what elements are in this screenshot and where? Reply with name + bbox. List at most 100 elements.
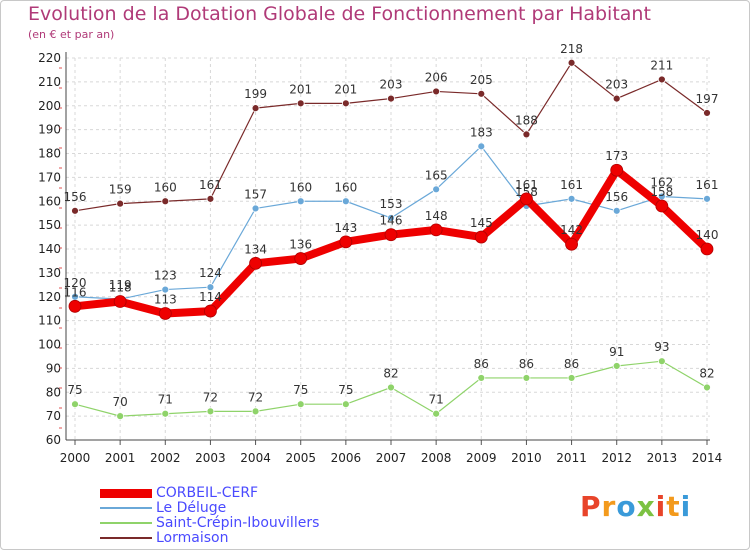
data-point <box>251 407 260 416</box>
legend-swatch <box>100 507 152 509</box>
logo-letter: i <box>655 490 667 523</box>
data-label: 205 <box>470 73 493 87</box>
data-point <box>206 194 215 203</box>
data-label: 159 <box>109 183 132 197</box>
data-point <box>565 237 578 251</box>
y-tick-label: 120 <box>38 290 61 304</box>
data-label: 120 <box>64 276 87 290</box>
data-label: 206 <box>425 70 448 84</box>
data-point <box>612 206 621 215</box>
data-label: 134 <box>244 242 267 256</box>
x-tick-label: 2014 <box>692 451 723 465</box>
y-tick-label: 140 <box>38 242 61 256</box>
y-tick-label: 220 <box>38 51 61 65</box>
y-tick-label: 130 <box>38 266 61 280</box>
logo-letter: i <box>680 490 692 523</box>
data-point <box>432 409 441 418</box>
data-label: 160 <box>154 180 177 194</box>
y-tick-label: 190 <box>38 123 61 137</box>
data-point <box>522 374 531 382</box>
data-point <box>387 214 395 222</box>
data-point <box>610 163 624 177</box>
data-point <box>116 199 125 208</box>
data-label: 93 <box>654 340 669 354</box>
y-tick-label: 80 <box>46 385 61 399</box>
y-tick-label: 160 <box>38 194 61 208</box>
data-point <box>206 283 215 292</box>
data-label: 201 <box>289 82 312 96</box>
data-label: 113 <box>154 292 177 306</box>
data-label: 161 <box>696 178 719 192</box>
data-point <box>204 304 217 318</box>
data-label: 71 <box>429 393 444 407</box>
data-point <box>567 194 576 203</box>
data-label: 86 <box>474 357 489 371</box>
data-label: 199 <box>244 87 267 101</box>
data-point <box>655 199 669 213</box>
data-point <box>251 104 260 113</box>
x-tick-label: 2001 <box>105 451 136 465</box>
data-label: 75 <box>67 383 82 397</box>
data-point <box>612 362 621 370</box>
data-point <box>339 235 353 249</box>
data-label: 123 <box>154 269 177 283</box>
data-label: 156 <box>605 190 628 204</box>
data-label: 136 <box>289 238 312 252</box>
data-point <box>520 192 533 206</box>
y-tick-label: 90 <box>46 361 61 375</box>
logo-letter: r <box>601 490 617 523</box>
data-label: 162 <box>650 175 673 189</box>
data-label: 153 <box>380 197 403 211</box>
data-point <box>474 230 488 244</box>
data-label: 148 <box>425 209 448 223</box>
data-point <box>341 99 350 108</box>
legend-label: Saint-Crépin-Ibouvillers <box>156 515 320 531</box>
data-label: 160 <box>334 180 357 194</box>
data-label: 145 <box>470 216 493 230</box>
y-tick-label: 110 <box>38 314 61 328</box>
x-tick-label: 2002 <box>150 451 181 465</box>
data-label: 211 <box>650 58 673 72</box>
data-label: 72 <box>248 390 263 404</box>
data-point <box>477 142 486 151</box>
data-label: 173 <box>605 149 628 163</box>
data-point <box>249 256 262 270</box>
data-point <box>68 299 82 313</box>
data-label: 158 <box>650 185 673 199</box>
x-tick-label: 2004 <box>240 451 271 465</box>
proxiti-logo: Proxiti <box>580 490 691 523</box>
data-point <box>161 409 170 418</box>
data-label: 143 <box>334 221 357 235</box>
y-tick-label: 200 <box>38 99 61 113</box>
y-tick-label: 180 <box>38 147 61 161</box>
data-point <box>432 87 441 96</box>
data-label: 161 <box>199 178 222 192</box>
data-label: 82 <box>383 366 398 380</box>
data-point <box>657 357 666 366</box>
logo-letter: o <box>616 490 637 523</box>
x-tick-label: 2005 <box>285 451 316 465</box>
data-label: 188 <box>515 113 538 127</box>
y-tick-label: 70 <box>46 409 61 423</box>
data-point <box>206 407 215 416</box>
data-label: 70 <box>113 395 128 409</box>
data-point <box>294 252 308 265</box>
data-label: 75 <box>338 383 353 397</box>
data-point <box>612 94 621 103</box>
data-point <box>296 400 305 409</box>
data-label: 146 <box>380 214 403 228</box>
data-label: 75 <box>293 383 308 397</box>
data-point <box>161 285 170 294</box>
data-point <box>567 374 576 382</box>
data-point <box>703 194 711 203</box>
y-tick-label: 100 <box>38 338 61 352</box>
legend-swatch <box>100 522 152 524</box>
x-tick-label: 2010 <box>511 451 542 465</box>
data-point <box>429 223 443 237</box>
data-point <box>387 94 395 103</box>
data-point <box>703 109 711 117</box>
data-label: 161 <box>515 178 538 192</box>
data-label: 203 <box>605 78 628 92</box>
data-point <box>251 204 260 213</box>
